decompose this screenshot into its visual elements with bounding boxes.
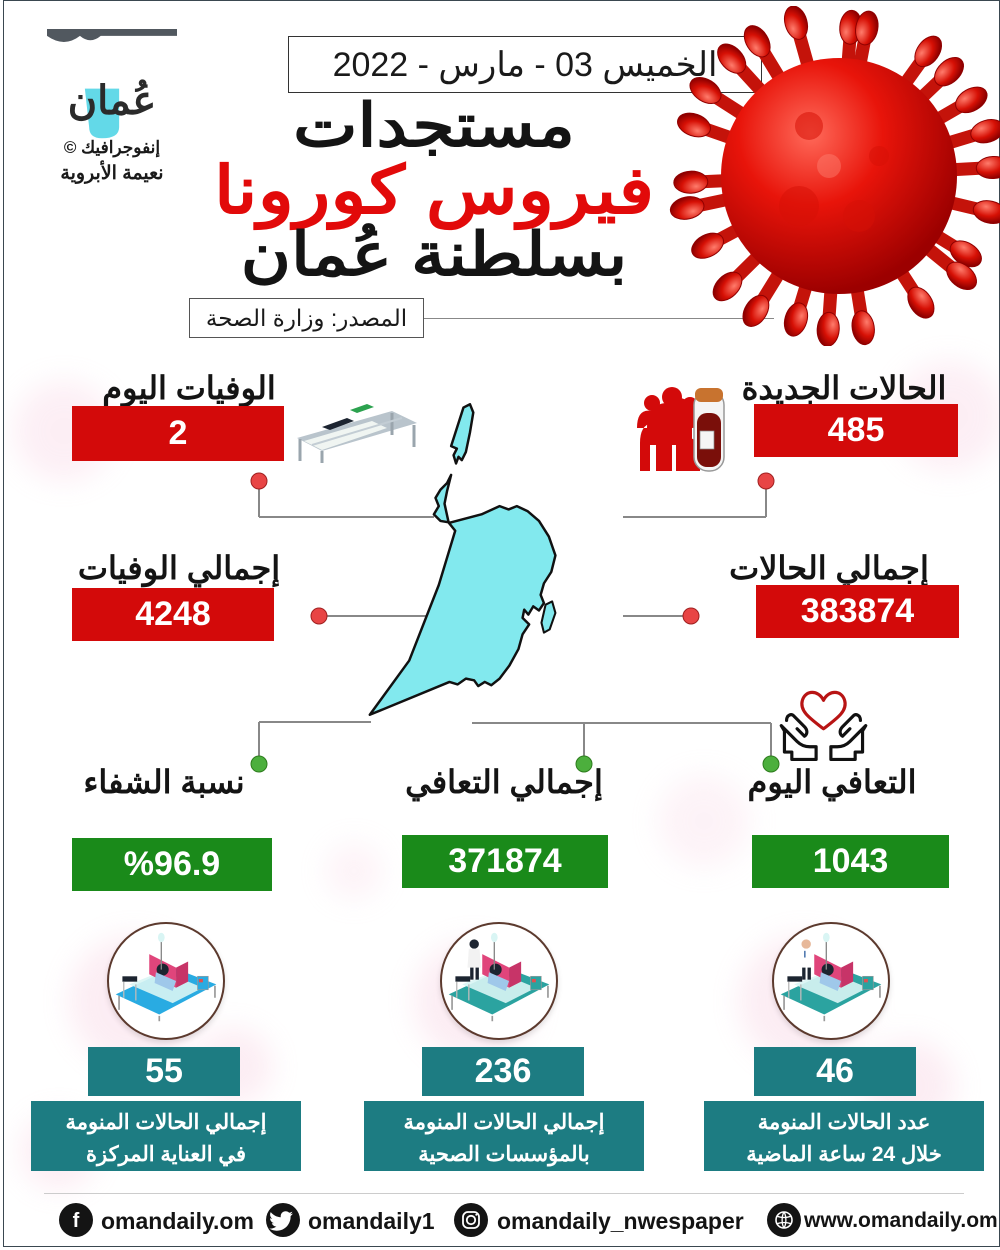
svg-text:f: f (73, 1210, 80, 1232)
